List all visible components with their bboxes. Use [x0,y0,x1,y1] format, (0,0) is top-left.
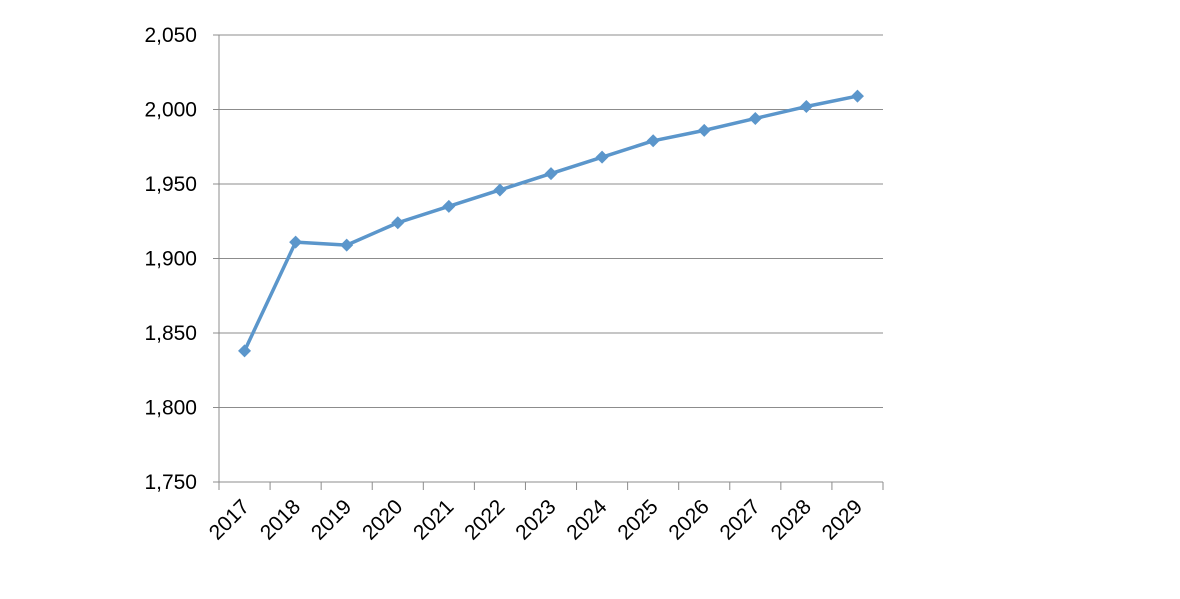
x-tick-label: 2020 [358,495,407,544]
x-axis-tick-labels: 2017 2018 2019 2020 2021 2022 2023 2024 2025 2026… [205,495,867,545]
y-tick-label: 2,000 [144,99,197,122]
x-tick-label: 2027 [716,495,765,544]
data-point-marker [340,238,354,252]
data-point-marker [697,123,711,137]
data-point-marker [391,216,405,230]
data-point-marker [799,100,813,114]
x-tick-label: 2029 [818,495,867,544]
x-tick-label: 2022 [460,495,509,544]
data-point-marker [442,199,456,213]
y-tick-label: 1,900 [144,248,197,271]
x-tick-label: 2018 [256,495,305,544]
x-tick-label: 2021 [409,495,458,544]
x-tick-label: 2025 [613,495,662,544]
y-tick-label: 1,800 [144,397,197,420]
y-tick-label: 1,950 [144,173,197,196]
x-tick-label: 2019 [307,495,356,544]
axes [213,34,884,490]
x-tick-label: 2028 [767,495,816,544]
x-tick-label: 2026 [664,495,713,544]
data-point-marker [595,150,609,164]
x-tick-label: 2024 [562,495,612,545]
data-point-marker [493,183,507,197]
data-point-marker [748,111,762,125]
series-line [242,94,860,353]
data-point-marker [238,344,252,358]
data-point-marker [289,235,303,249]
x-tick-label: 2017 [205,495,254,544]
data-point-marker [544,167,558,181]
x-tick-label: 2023 [511,495,560,544]
series [238,89,864,358]
y-tick-label: 1,850 [144,322,197,345]
data-point-marker [850,89,864,103]
gridlines [219,34,883,408]
y-tick-label: 2,050 [144,24,197,47]
y-axis-tick-labels: 1,750 1,800 1,850 1,900 1,950 2,000 2,050 [144,24,197,494]
data-point-marker [646,134,660,148]
y-tick-label: 1,750 [144,471,197,494]
